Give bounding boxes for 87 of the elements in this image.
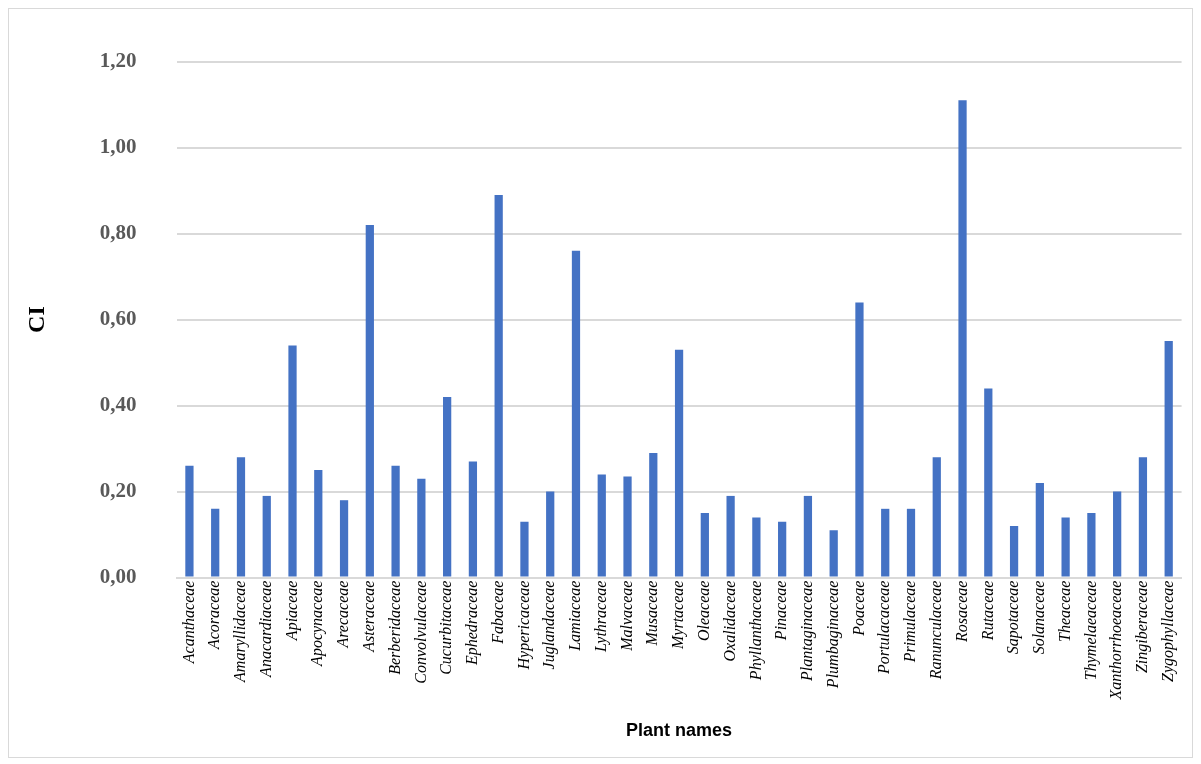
x-tick-label: Anacardiaceae [256,580,274,678]
y-tick-label: 0,80 [99,220,137,245]
bar [984,388,993,577]
bar [468,461,478,577]
bar [1164,341,1173,577]
x-tick-label: Acoraceae [205,580,223,651]
bar [520,521,529,577]
x-tick-label: Apiaceae [282,580,301,642]
x-tick-label: Rosaceae [952,580,970,643]
y-tick-label: 0,20 [99,478,137,503]
x-tick-label: Xanthorrhoeaceae [1107,580,1125,701]
y-axis-title: CI [22,306,49,333]
y-tick-label: 0,40 [99,392,137,417]
y-tick-label: 0,60 [99,306,137,331]
bar [726,495,735,577]
bar [365,225,374,577]
bar [494,194,503,577]
x-tick-label: Asteraceae [360,580,378,653]
x-tick-label: Myrtaceae [669,580,688,651]
bar [906,508,916,577]
x-tick-label: Amaryllidaceae [231,580,250,683]
bar [236,457,246,577]
x-tick-label: Plumbaginaceae [823,580,842,690]
x-tick-label: Fabaceae [488,580,506,645]
bar [546,491,555,577]
x-tick-label: Phyllanthaceae [746,580,765,682]
x-tick-label: Zygophyllaceae [1158,580,1177,682]
bar [778,521,787,577]
bar [1138,457,1148,577]
x-tick-label: Acanthaceae [179,580,197,665]
bar [649,452,658,577]
x-tick-label: Thymelaeaceae [1081,580,1100,681]
bar [391,465,400,577]
bar [881,508,890,577]
bar [571,250,581,577]
x-tick-label: Rutaceae [978,580,996,642]
bar [752,517,761,577]
bar [443,397,452,577]
x-tick-label: Ranunculaceae [926,580,944,681]
bar [1061,517,1070,577]
x-tick-label: Juglandaceae [540,580,559,670]
bar [932,457,941,577]
bar [674,349,684,577]
y-tick-label: 1,20 [99,48,137,73]
x-tick-label: Primulaceae [901,580,919,664]
x-tick-label: Convolvulaceae [411,580,429,684]
x-tick-label: Solanaceae [1030,580,1048,655]
bar [1009,526,1019,577]
x-tick-label: Poaceae [849,580,867,637]
bar [700,513,709,577]
bar [623,476,632,577]
x-tick-label: Lamiaceae [566,580,584,652]
x-tick-label: Apocynaceae [308,580,327,667]
bar [829,530,838,577]
bar [1113,491,1122,577]
x-tick-label: Hypericaceae [514,580,533,671]
x-tick-label: Malvaceae [617,580,635,652]
bar [803,495,813,577]
y-tick-label: 0,00 [99,564,137,589]
bar [417,478,426,577]
x-tick-label: Portulacaceae [875,580,893,675]
x-tick-label: Pinaceae [772,580,790,642]
x-tick-label: Theaceae [1055,580,1073,642]
x-tick-label: Berberidaceae [385,580,403,675]
x-tick-label: Zingiberaceae [1133,580,1152,674]
x-tick-label: Oxalidaceae [720,580,738,662]
x-tick-label: Oleaceae [695,580,713,642]
bar [262,495,271,577]
x-tick-label: Sapotaceae [1004,580,1023,655]
bar [211,508,220,577]
y-tick-label: 1,00 [99,134,137,159]
x-tick-label: Musaceae [643,580,661,647]
bar [958,100,967,577]
bar [185,465,194,577]
x-tick-label: Arecaceae [334,580,352,649]
bar [1087,513,1096,577]
bar [314,470,323,577]
bar [855,302,864,577]
x-tick-label: Ephedraceae [463,580,482,667]
bar [1035,483,1044,577]
bar [597,474,606,577]
bar [339,500,349,577]
x-axis-title: Plant names [626,720,733,741]
x-tick-label: Plantaginaceae [798,580,817,683]
bar [288,345,297,577]
x-tick-label: Lythraceae [591,580,610,654]
x-tick-label: Cucurbitaceae [437,580,455,675]
